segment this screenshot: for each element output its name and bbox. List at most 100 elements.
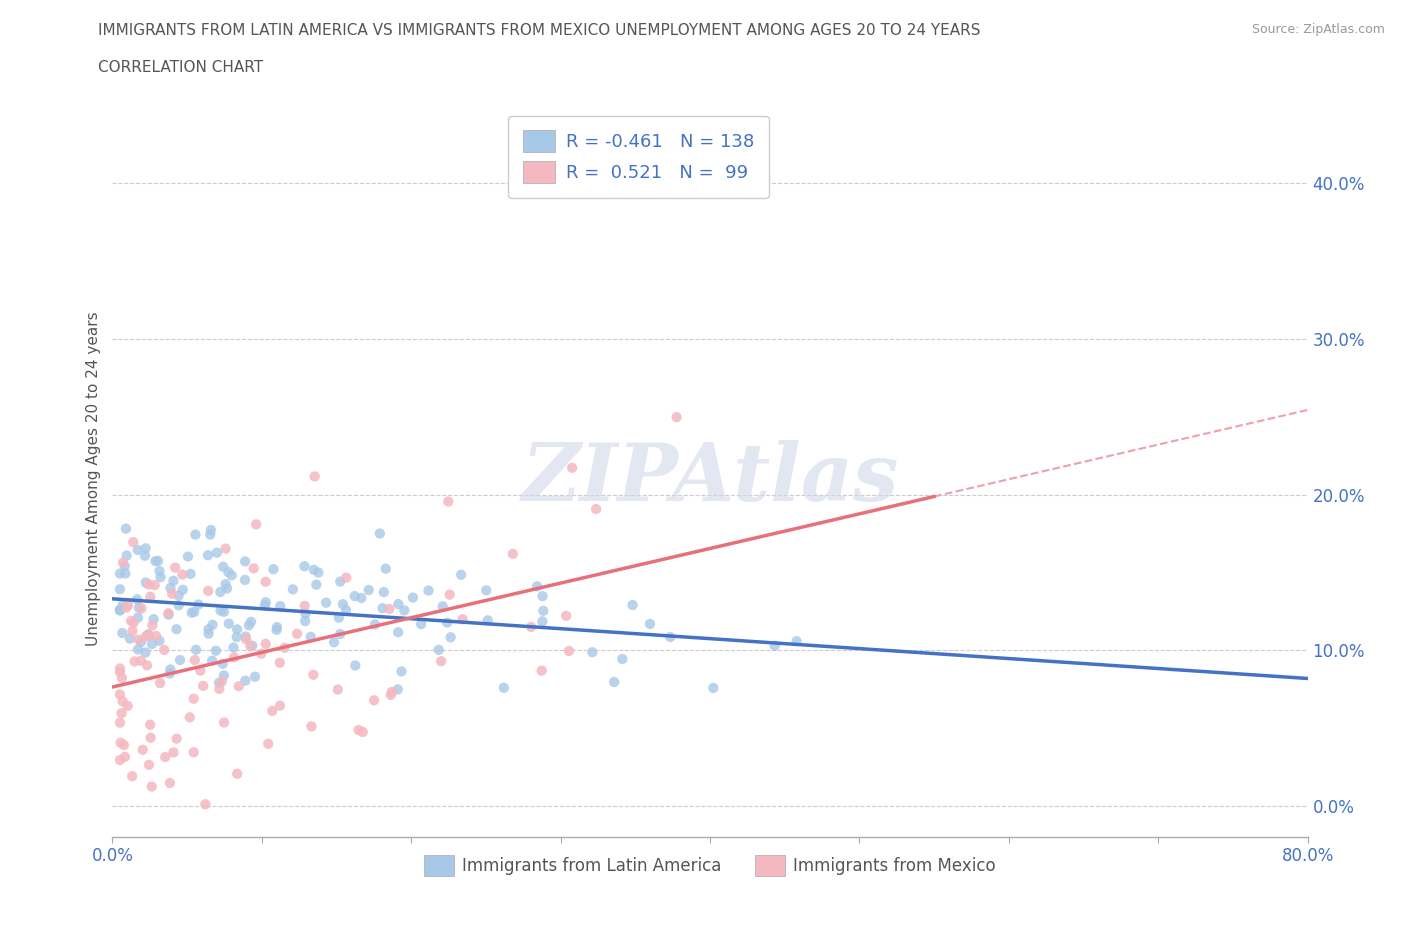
Point <box>335 570 357 585</box>
Point <box>245 517 267 532</box>
Point <box>520 619 543 634</box>
Point <box>108 665 131 680</box>
Point <box>352 724 374 739</box>
Point <box>262 703 284 718</box>
Point <box>225 630 247 644</box>
Point <box>763 638 786 653</box>
Point <box>257 737 280 751</box>
Point <box>167 588 190 603</box>
Point <box>160 586 183 601</box>
Point <box>141 637 163 652</box>
Point <box>214 577 236 591</box>
Point <box>531 589 554 604</box>
Point <box>122 535 145 550</box>
Point <box>638 617 661 631</box>
Point <box>143 578 166 592</box>
Point <box>194 797 217 812</box>
Point <box>139 717 162 732</box>
Point <box>212 604 235 619</box>
Point <box>329 574 352 589</box>
Point <box>326 682 349 697</box>
Point <box>299 630 322 644</box>
Point <box>197 622 219 637</box>
Point <box>141 618 163 632</box>
Point <box>149 676 172 691</box>
Point <box>209 604 232 618</box>
Point <box>193 679 215 694</box>
Point <box>269 656 291 671</box>
Point <box>612 652 634 667</box>
Point <box>254 636 277 651</box>
Point <box>209 585 232 600</box>
Point <box>157 607 180 622</box>
Point <box>344 658 367 673</box>
Point <box>145 629 167 644</box>
Point <box>323 635 346 650</box>
Point <box>115 548 138 563</box>
Point <box>702 681 724 696</box>
Point <box>558 644 581 658</box>
Point <box>127 542 149 557</box>
Point <box>235 629 257 644</box>
Point <box>180 566 202 581</box>
Text: IMMIGRANTS FROM LATIN AMERICA VS IMMIGRANTS FROM MEXICO UNEMPLOYMENT AMONG AGES : IMMIGRANTS FROM LATIN AMERICA VS IMMIGRA… <box>98 23 981 38</box>
Point <box>172 567 194 582</box>
Point <box>211 657 233 671</box>
Point <box>212 715 235 730</box>
Point <box>135 575 157 590</box>
Point <box>138 628 160 643</box>
Point <box>162 745 184 760</box>
Point <box>273 641 295 656</box>
Point <box>157 605 180 620</box>
Point <box>117 598 139 613</box>
Point <box>531 614 554 629</box>
Point <box>266 619 288 634</box>
Point <box>368 526 391 541</box>
Point <box>149 570 172 585</box>
Point <box>108 752 131 767</box>
Point <box>253 598 276 613</box>
Point <box>134 549 156 564</box>
Point <box>402 591 425 605</box>
Point <box>132 742 155 757</box>
Point <box>235 631 257 646</box>
Point <box>285 627 308 642</box>
Point <box>254 574 277 589</box>
Point <box>381 684 404 699</box>
Point <box>659 630 682 644</box>
Point <box>477 613 499 628</box>
Point <box>124 654 146 669</box>
Point <box>437 494 460 509</box>
Point <box>114 750 136 764</box>
Point <box>302 668 325 683</box>
Point <box>145 553 167 568</box>
Point <box>363 693 385 708</box>
Point <box>197 626 219 641</box>
Point <box>108 603 131 618</box>
Point <box>373 585 395 600</box>
Point <box>304 469 326 484</box>
Point <box>262 562 284 577</box>
Point <box>451 612 474 627</box>
Point <box>786 633 808 648</box>
Point <box>281 582 304 597</box>
Point <box>169 653 191 668</box>
Point <box>184 653 207 668</box>
Point <box>224 650 246 665</box>
Point <box>165 560 187 575</box>
Point <box>114 559 136 574</box>
Point <box>127 610 149 625</box>
Point <box>427 643 450 658</box>
Point <box>111 694 134 709</box>
Point <box>374 561 396 576</box>
Point <box>139 730 162 745</box>
Point <box>294 606 316 621</box>
Point <box>183 604 205 619</box>
Point <box>269 599 291 614</box>
Point <box>129 654 152 669</box>
Point <box>120 614 142 629</box>
Point <box>665 410 688 425</box>
Point <box>391 664 413 679</box>
Point <box>418 583 440 598</box>
Point <box>315 595 337 610</box>
